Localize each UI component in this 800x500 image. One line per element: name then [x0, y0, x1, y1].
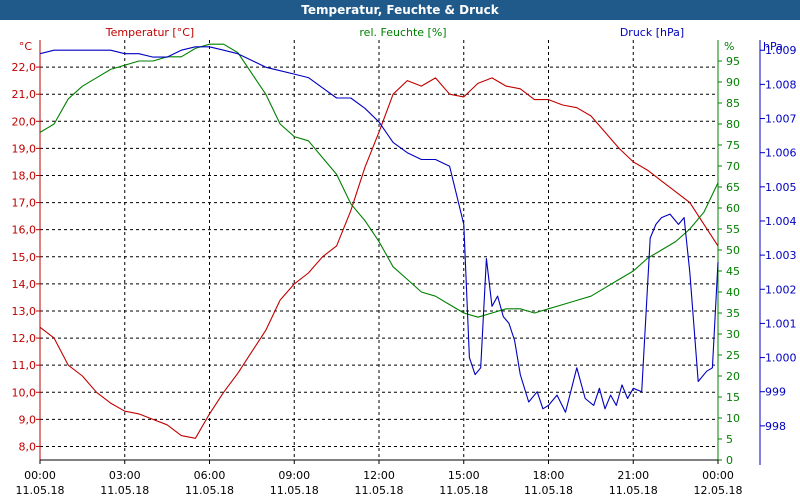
press-series-line [39, 46, 719, 413]
temp-tick-label: 21,0 [12, 88, 37, 101]
x-tick-time: 03:00 [109, 469, 141, 482]
x-tick-date: 11.05.18 [439, 484, 488, 497]
temp-tick-label: 10,0 [12, 386, 37, 399]
hum-tick-label: 80 [726, 118, 740, 131]
hum-tick-label: 95 [726, 55, 740, 68]
x-tick-time: 09:00 [278, 469, 310, 482]
axes [36, 40, 765, 465]
temp-tick-label: 8,0 [19, 440, 37, 453]
x-tick-time: 15:00 [448, 469, 480, 482]
temp-tick-label: 13,0 [12, 305, 37, 318]
x-tick-date: 11.05.18 [355, 484, 404, 497]
hum-tick-label: 30 [726, 328, 740, 341]
press-tick-label: 1.003 [765, 249, 797, 262]
hum-tick-label: 70 [726, 160, 740, 173]
hum-tick-label: 40 [726, 286, 740, 299]
temp-axis-label: Temperatur [°C] [105, 26, 194, 39]
x-tick-date: 11.05.18 [100, 484, 149, 497]
press-tick-label: 1.000 [765, 352, 797, 365]
axis-labels: Temperatur [°C] rel. Feuchte [%] Druck [hP… [19, 26, 783, 53]
press-tick-label: 999 [765, 386, 786, 399]
x-tick-date: 11.05.18 [16, 484, 65, 497]
x-tick-date: 11.05.18 [185, 484, 234, 497]
series-lines [39, 43, 719, 439]
x-tick-time: 06:00 [194, 469, 226, 482]
x-tick-time: 18:00 [533, 469, 565, 482]
temp-tick-label: 15,0 [12, 251, 37, 264]
hum-series-line [39, 43, 719, 318]
temp-tick-label: 17,0 [12, 197, 37, 210]
press-tick-label: 1.007 [765, 113, 797, 126]
grid [40, 40, 718, 460]
hum-axis-label: rel. Feuchte [%] [359, 26, 446, 39]
x-tick-date: 12.05.18 [694, 484, 743, 497]
press-tick-label: 1.009 [765, 44, 797, 57]
temp-tick-label: 16,0 [12, 224, 37, 237]
x-tick-time: 00:00 [702, 469, 734, 482]
hum-tick-label: 90 [726, 76, 740, 89]
hum-tick-label: 85 [726, 97, 740, 110]
window-title: Temperatur, Feuchte & Druck [0, 0, 800, 20]
hum-tick-label: 60 [726, 202, 740, 215]
hum-tick-label: 75 [726, 139, 740, 152]
temp-tick-label: 11,0 [12, 359, 37, 372]
temp-tick-label: 22,0 [12, 61, 37, 74]
hum-tick-label: 15 [726, 391, 740, 404]
press-tick-label: 1.006 [765, 147, 797, 160]
hum-tick-label: 50 [726, 244, 740, 257]
press-tick-label: 1.005 [765, 181, 797, 194]
hum-tick-label: 20 [726, 370, 740, 383]
hum-tick-label: 10 [726, 412, 740, 425]
hum-tick-label: 25 [726, 349, 740, 362]
temp-unit-label: °C [19, 40, 33, 53]
press-tick-label: 1.008 [765, 78, 797, 91]
press-unit-label: hPa [763, 40, 783, 53]
press-axis-label: Druck [hPa] [620, 26, 684, 39]
x-tick-time: 12:00 [363, 469, 395, 482]
x-tick-date: 11.05.18 [609, 484, 658, 497]
x-tick-time: 00:00 [24, 469, 56, 482]
temp-series-line [39, 77, 719, 439]
temp-tick-label: 9,0 [19, 413, 37, 426]
press-tick-label: 1.004 [765, 215, 797, 228]
hum-tick-label: 65 [726, 181, 740, 194]
tick-labels: 8,0 9,0 10,0 11,0 12,0 13,0 14,0 15,0 16,0 17,0 18… [12, 44, 797, 497]
hum-unit-label: % [724, 40, 734, 53]
hum-tick-label: 35 [726, 307, 740, 320]
temp-tick-label: 14,0 [12, 278, 37, 291]
x-tick-date: 11.05.18 [524, 484, 573, 497]
press-tick-label: 1.001 [765, 317, 797, 330]
press-tick-label: 998 [765, 420, 786, 433]
temp-tick-label: 18,0 [12, 169, 37, 182]
press-tick-label: 1.002 [765, 283, 797, 296]
hum-tick-label: 0 [726, 454, 733, 467]
temp-tick-label: 12,0 [12, 332, 37, 345]
hum-tick-label: 45 [726, 265, 740, 278]
hum-tick-label: 55 [726, 223, 740, 236]
temp-tick-label: 19,0 [12, 142, 37, 155]
x-tick-date: 11.05.18 [270, 484, 319, 497]
x-tick-time: 21:00 [617, 469, 649, 482]
temp-tick-label: 20,0 [12, 115, 37, 128]
hum-tick-label: 5 [726, 433, 733, 446]
